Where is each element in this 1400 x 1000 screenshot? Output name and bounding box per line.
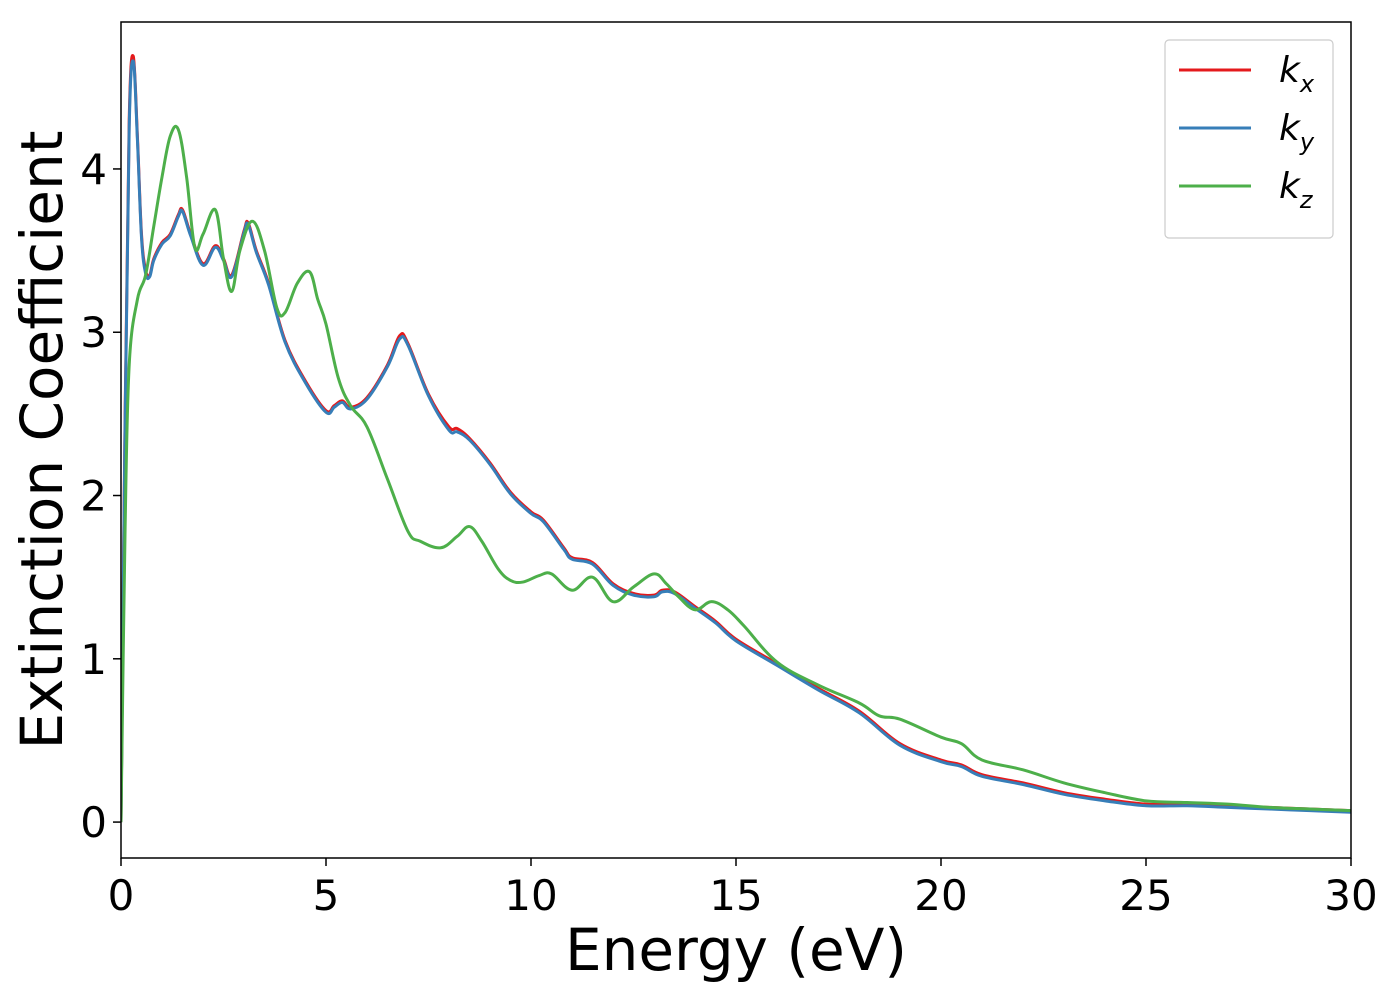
y-tick-label: 4	[80, 145, 107, 194]
legend-label-y: ky	[1279, 108, 1315, 156]
x-axis-title: Energy (eV)	[565, 916, 907, 984]
x-tick-label: 15	[709, 871, 762, 920]
x-tick-label: 10	[504, 871, 557, 920]
y-tick-label: 3	[80, 308, 107, 357]
y-tick-label: 2	[80, 472, 107, 521]
legend-label-sub: z	[1299, 186, 1314, 214]
legend-label-sub: y	[1299, 128, 1315, 156]
legend-label-x: kx	[1279, 50, 1315, 98]
y-axis-title: Extinction Coefficient	[8, 131, 76, 750]
legend-frame	[1164, 39, 1334, 239]
legend-label-main: k	[1279, 50, 1302, 91]
y-axis: 0 1 2 3 4	[80, 145, 121, 847]
x-tick-label: 30	[1324, 871, 1377, 920]
series-layer	[121, 54, 1351, 823]
plot-background	[121, 22, 1351, 858]
x-axis: 0 5 10 15 20 25 30	[108, 858, 1378, 920]
x-tick-label: 20	[914, 871, 967, 920]
legend-label-sub: x	[1299, 70, 1315, 98]
series-line-z	[121, 124, 1351, 823]
legend-label-z: kz	[1279, 166, 1314, 214]
x-tick-label: 25	[1119, 871, 1172, 920]
x-tick-label: 0	[108, 871, 135, 920]
y-tick-label: 0	[80, 798, 107, 847]
legend-label-main: k	[1279, 108, 1302, 149]
x-tick-label: 5	[313, 871, 340, 920]
series-line-y	[121, 59, 1351, 823]
y-tick-label: 1	[80, 635, 107, 684]
legend-label-main: k	[1279, 166, 1302, 207]
